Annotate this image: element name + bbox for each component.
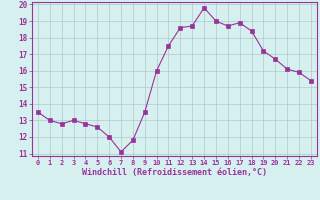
X-axis label: Windchill (Refroidissement éolien,°C): Windchill (Refroidissement éolien,°C) [82, 168, 267, 177]
